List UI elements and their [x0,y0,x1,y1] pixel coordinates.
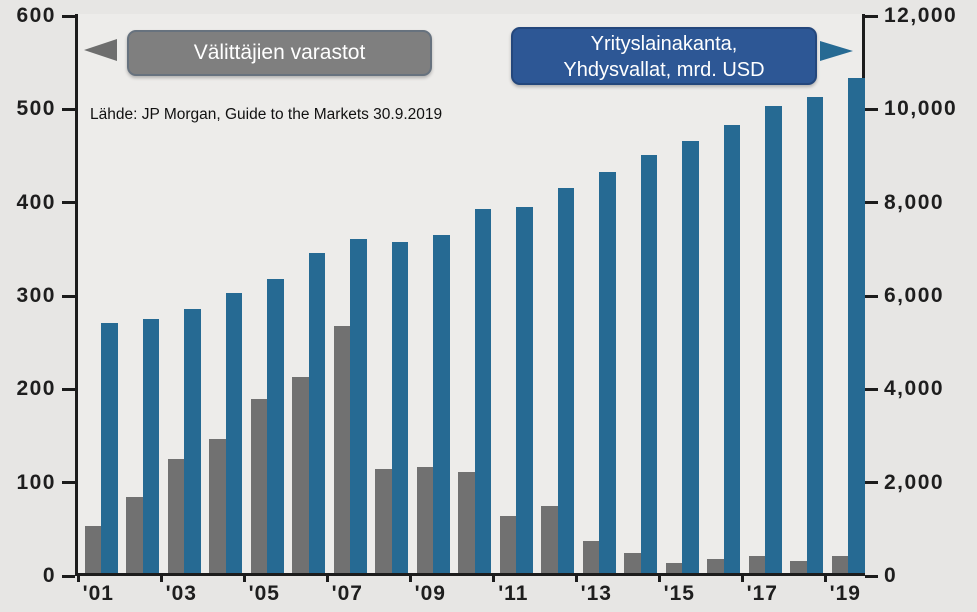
bar-loans-12 [557,188,575,573]
bar-inventory-07 [333,325,351,573]
bar-inventory-18 [790,560,807,573]
y-left-label-600: 600 [16,4,56,27]
bar-loans-19 [848,78,865,573]
x-label-05: '05 [248,582,280,605]
bar-loans-16 [723,125,741,573]
x-tick-05 [242,574,246,582]
y-right-label-0: 0 [884,564,898,587]
x-tick-15 [657,574,661,582]
loans-arrow-right-icon [820,41,853,61]
x-label-19: '19 [829,582,861,605]
x-label-03: '03 [165,582,197,605]
bar-loans-14 [640,155,658,573]
bar-inventory-14 [624,552,641,573]
bar-inventory-02 [126,496,143,573]
inventory-label-box: Välittäjien varastot [127,30,432,76]
y-left-label-500: 500 [16,97,56,121]
bar-inventory-09 [416,466,434,573]
x-tick-01 [76,574,80,582]
bar-inventory-16 [707,559,724,573]
y-left-tick-500 [62,107,75,111]
y-left-tick-100 [62,481,75,485]
y-right-label-4000: 4,000 [884,377,945,401]
bar-loans-04 [225,293,243,573]
y-right-tick-4000 [865,387,878,391]
bar-inventory-05 [250,398,268,573]
y-left-label-200: 200 [16,377,56,401]
bar-inventory-19 [831,556,849,573]
x-label-15: '15 [663,582,695,605]
y-right-tick-2000 [865,481,878,485]
bar-loans-05 [267,279,284,573]
x-tick-07 [325,574,329,582]
bar-loans-02 [142,318,160,573]
x-label-09: '09 [414,582,446,605]
x-label-11: '11 [498,582,529,605]
loans-label-box: Yrityslainakanta, Yhdysvallat, mrd. USD [511,27,817,85]
y-right-tick-8000 [865,201,878,205]
bar-loans-03 [184,309,201,573]
inventory-arrow-left-icon [84,39,117,61]
x-tick-09 [408,574,412,582]
y-right-label-6000: 6,000 [884,284,945,307]
bar-loans-17 [765,106,782,573]
bar-inventory-03 [167,459,185,573]
y-left-label-100: 100 [16,470,56,494]
y-right-label-8000: 8,000 [884,190,945,214]
y-right-tick-6000 [865,294,878,298]
y-right-label-10000: 10,000 [884,97,958,121]
y-left-tick-400 [62,201,75,205]
bar-loans-10 [474,209,492,573]
bar-inventory-06 [292,377,309,573]
y-left-tick-600 [62,14,75,18]
bar-loans-15 [682,141,699,573]
x-label-01: '01 [82,582,114,605]
bar-loans-13 [599,171,616,573]
x-label-17: '17 [746,582,778,605]
bar-loans-09 [433,234,450,573]
x-tick-11 [491,574,495,582]
bar-inventory-17 [748,556,766,573]
x-tick-19 [823,574,827,582]
bar-inventory-04 [209,438,226,573]
x-label-13: '13 [580,582,612,605]
y-left-tick-0 [62,574,75,578]
y-left-tick-300 [62,294,75,298]
inventory-label: Välittäjien varastot [193,41,366,64]
source-note: Lähde: JP Morgan, Guide to the Markets 3… [90,106,443,123]
bar-loans-18 [806,97,824,573]
bar-loans-07 [350,239,367,573]
bar-inventory-12 [541,505,558,573]
x-tick-13 [574,574,578,582]
bar-loans-01 [101,323,118,573]
y-right-label-2000: 2,000 [884,470,945,494]
bar-inventory-08 [375,468,392,573]
bar-inventory-15 [665,562,683,573]
y-right-label-12000: 12,000 [884,4,958,27]
bar-loans-08 [391,241,409,573]
bar-inventory-01 [84,526,102,573]
x-tick-17 [740,574,744,582]
x-label-07: '07 [331,582,363,605]
y-right-tick-10000 [865,107,878,111]
x-tick-03 [159,574,163,582]
loans-label-line1: Yrityslainakanta, [590,33,738,55]
loans-label-line2: Yhdysvallat, mrd. USD [563,59,765,81]
plot-area [75,14,865,576]
y-right-tick-0 [865,574,878,578]
y-right-tick-12000 [865,14,878,18]
bar-inventory-13 [582,541,600,573]
bar-loans-06 [308,253,326,573]
bar-loans-11 [516,206,533,573]
y-left-label-300: 300 [16,284,56,307]
bar-inventory-10 [458,472,475,573]
y-left-tick-200 [62,387,75,391]
bar-inventory-11 [499,516,517,573]
y-left-label-400: 400 [16,190,56,214]
y-left-label-0: 0 [42,564,56,587]
